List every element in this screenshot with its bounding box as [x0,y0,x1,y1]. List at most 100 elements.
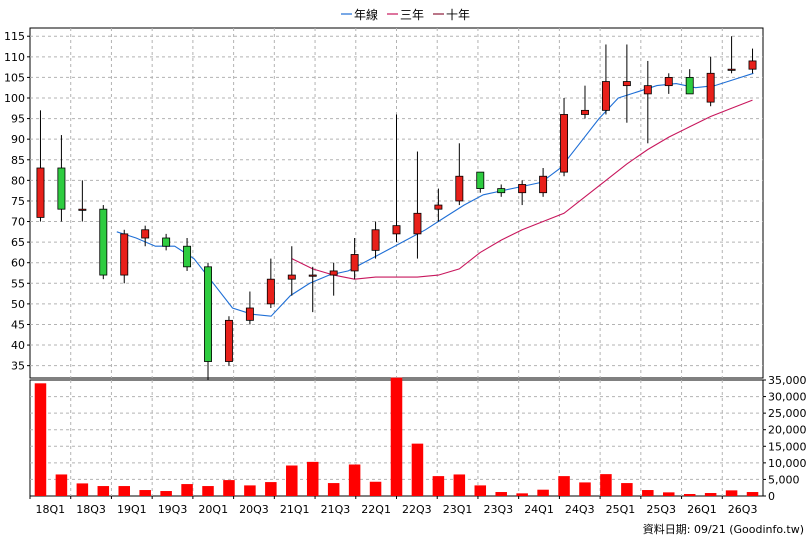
legend-label-three-year: 三年 [400,8,424,22]
volume-bar [265,482,277,496]
volume-y-tick-label: 0 [768,490,775,503]
volume-bar [704,493,717,496]
candle-body [350,254,359,272]
volume-bar [181,484,193,496]
price-y-tick-label: 40 [11,339,25,352]
volume-bar [558,476,570,496]
volume-bar [76,483,89,496]
volume-bar [160,491,172,496]
volume-bar [223,480,235,496]
data-date-footer: 資料日期: 09/21 (Goodinfo.tw) [642,523,804,536]
price-y-tick-label: 50 [11,298,25,311]
volume-bar [55,474,68,496]
price-y-tick-label: 100 [4,92,25,105]
price-panel: 35 40 45 50 55 60 65 70 75 80 85 90 95 100 105 110 115 [4,27,764,383]
x-tick-label: 19Q3 [158,503,188,516]
x-tick-label: 20Q1 [198,503,228,516]
volume-bar [746,492,759,496]
x-tick-label: 25Q3 [646,503,676,516]
volume-y-tick-label: 20,000 [768,424,807,437]
x-axis: 18Q1 18Q3 19Q1 19Q3 20Q1 20Q3 21Q1 21Q3 22Q1 22Q3… [29,496,757,516]
volume-bar [725,490,738,496]
volume-y-tick-label: 30,000 [768,391,807,404]
volume-y-tick-label: 25,000 [768,407,807,420]
price-y-tick-label: 105 [4,71,25,84]
volume-bar [390,377,403,496]
price-y-tick-label: 35 [11,360,25,373]
x-tick-label: 18Q1 [36,503,66,516]
volume-bar [97,486,110,496]
x-tick-label: 18Q3 [76,503,106,516]
x-tick-label: 24Q1 [524,503,554,516]
x-tick-label: 23Q3 [483,503,513,516]
candle-body [706,72,715,103]
volume-bar [621,483,633,496]
candle-body [36,167,45,218]
volume-bar [495,492,507,496]
candle-body [287,274,296,280]
candle-body [455,175,464,202]
volume-bar [244,485,256,496]
price-y-tick-label: 80 [11,174,25,187]
volume-bar [453,474,466,496]
x-tick-label: 26Q1 [687,503,717,516]
price-y-tick-label: 70 [11,216,25,229]
candle-body [204,266,212,362]
price-y-tick-label: 55 [11,277,25,290]
candle-body [392,225,401,235]
candle-body [539,175,548,194]
volume-bar [662,492,675,496]
volume-y-tick-label: 5,000 [768,473,800,486]
x-tick-label: 20Q3 [239,503,269,516]
candle-body [643,85,652,95]
candle-body [476,171,485,189]
legend: 年線 三年 十年 [341,7,470,22]
volume-bar [348,464,361,496]
x-tick-label: 24Q3 [565,503,595,516]
price-y-tick-label: 110 [4,51,25,64]
volume-y-tick-label: 10,000 [768,457,807,470]
volume-bar [432,476,445,496]
price-y-tick-label: 60 [11,257,25,270]
volume-bar [537,489,549,496]
volume-bar [286,465,298,496]
price-y-tick-label: 45 [11,318,25,331]
volume-bar [474,485,487,496]
candle-body [748,60,757,70]
volume-bar [642,490,654,496]
volume-bar [516,493,528,496]
volume-bar [327,483,340,496]
candle-body [601,81,610,111]
volume-bar [411,443,424,496]
volume-y-tick-label: 15,000 [768,440,807,453]
candle-body [78,208,87,211]
price-y-tick-label: 90 [11,133,25,146]
candle-body [371,229,380,251]
candle-body [413,212,422,235]
candle-body [224,319,233,362]
candle-body [99,208,108,276]
volume-panel: 0 5,000 10,000 15,000 20,000 25,000 30,000 35,0… [29,374,807,503]
candle-body [245,307,254,321]
volume-bar [579,482,591,496]
price-y-tick-label: 75 [11,195,25,208]
volume-bar [118,486,131,496]
volume-bar [683,494,696,496]
candle-body [141,229,150,239]
candle-body [727,68,736,71]
volume-bar [202,486,214,496]
candle-body [120,233,129,276]
legend-label-ten-year: 十年 [446,8,470,22]
volume-bar [306,461,319,496]
x-tick-label: 25Q1 [606,503,636,516]
candle-body [308,274,317,277]
candle-body [581,109,589,115]
candle-body [57,167,66,210]
candle-body [183,245,192,268]
x-tick-label: 21Q1 [280,503,310,516]
candle-body [329,270,338,276]
candle-body [622,81,631,87]
candle-body [664,77,673,87]
volume-bar [34,383,47,496]
